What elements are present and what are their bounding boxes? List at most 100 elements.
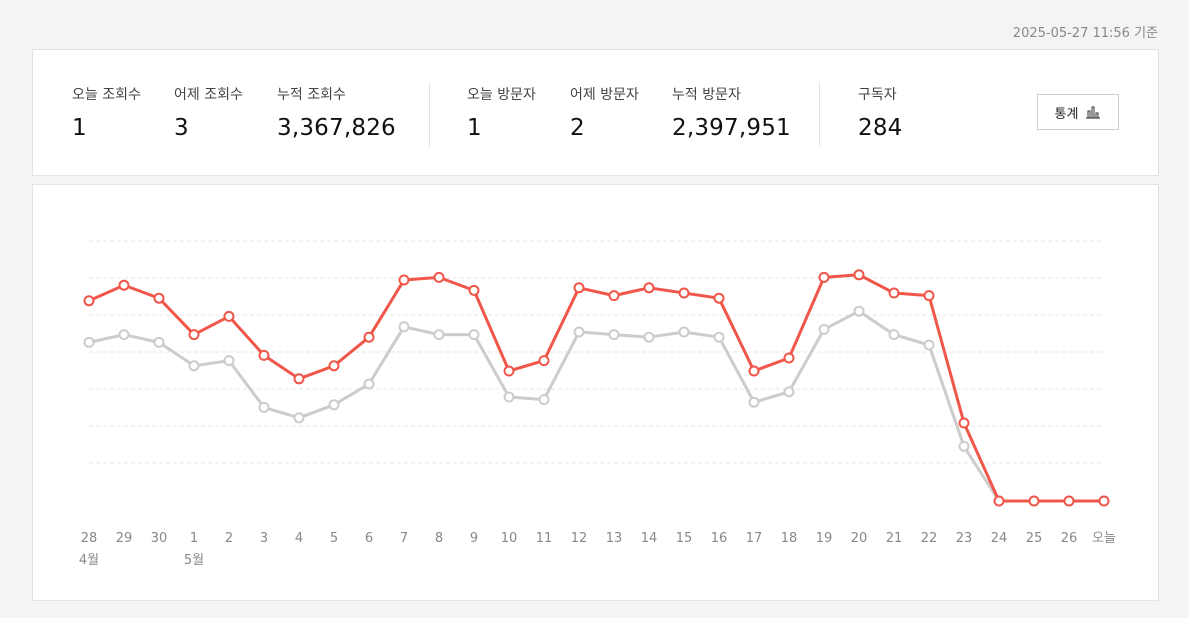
timestamp: 2025-05-27 11:56 기준: [1012, 26, 1158, 41]
x-tick-label: 13: [606, 531, 623, 546]
x-tick-label: 5: [330, 531, 338, 546]
yesterday-visitors-label: 어제 방문자: [570, 87, 639, 103]
month-label: 5월: [184, 553, 204, 568]
visitors-point: [188, 360, 200, 372]
visitors-point: [118, 329, 130, 341]
views-point: [888, 287, 900, 299]
visitors-point: [258, 401, 270, 413]
views-point: [713, 292, 725, 304]
visitors-point: [713, 331, 725, 343]
views-point: [1028, 495, 1040, 507]
x-tick-label: 20: [851, 531, 868, 546]
views-point: [1063, 495, 1075, 507]
x-tick-label: 14: [641, 531, 658, 546]
yesterday-views-stat: 어제 조회수 3: [174, 84, 243, 141]
x-tick-label: 22: [921, 531, 938, 546]
visitors-point: [363, 378, 375, 390]
yesterday-visitors-value: 2: [570, 115, 585, 141]
month-label: 4월: [79, 553, 99, 568]
views-point: [573, 282, 585, 294]
x-tick-label: 19: [816, 531, 833, 546]
x-tick-label: 7: [400, 531, 408, 546]
total-views-stat: 누적 조회수 3,367,826: [277, 84, 396, 141]
x-tick-label: 18: [781, 531, 798, 546]
views-point: [83, 295, 95, 307]
visitors-point: [958, 440, 970, 452]
views-point: [503, 365, 515, 377]
visitors-point: [853, 305, 865, 317]
stats-divider: [819, 82, 820, 147]
today-views-value: 1: [72, 115, 87, 141]
total-visitors-label: 누적 방문자: [672, 87, 741, 103]
views-point: [958, 417, 970, 429]
statistics-button[interactable]: 통계: [1037, 94, 1119, 130]
views-point: [923, 290, 935, 302]
visitors-point: [783, 386, 795, 398]
visitors-point: [398, 321, 410, 333]
visitors-point: [923, 339, 935, 351]
visitors-point: [538, 394, 550, 406]
visitors-point: [748, 396, 760, 408]
visitors-point: [608, 329, 620, 341]
views-point: [678, 287, 690, 299]
views-point: [293, 373, 305, 385]
x-tick-label: 6: [365, 531, 373, 546]
x-tick-label: 1: [190, 531, 198, 546]
stats-divider: [429, 82, 430, 147]
visitors-point: [888, 329, 900, 341]
x-tick-label: 8: [435, 531, 443, 546]
statistics-button-label: 통계: [1054, 106, 1079, 122]
visitors-point: [503, 391, 515, 403]
views-line: [87, 273, 1106, 503]
traffic-line-chart: 28 29 30 1 2 3 4 5 6 7 8 9 10 11 12 13 14 15 16 17 18 19 20 21 2…: [79, 240, 1116, 568]
visitors-point: [433, 329, 445, 341]
views-point: [783, 352, 795, 364]
x-tick-label: 4: [295, 531, 303, 546]
x-tick-label: 30: [151, 531, 168, 546]
total-views-value: 3,367,826: [277, 115, 396, 141]
views-point: [118, 279, 130, 291]
subscribers-stat: 구독자 284: [858, 84, 903, 141]
x-tick-label: 15: [676, 531, 693, 546]
bar-chart-icon: [1086, 106, 1101, 119]
x-tick-label: 10: [501, 531, 518, 546]
views-point: [188, 329, 200, 341]
subscribers-label: 구독자: [858, 87, 897, 103]
yesterday-views-value: 3: [174, 115, 189, 141]
visitors-point: [818, 323, 830, 335]
x-tick-label: 23: [956, 531, 973, 546]
visitors-point: [83, 336, 95, 348]
stats-summary-card: 오늘 조회수 1 어제 조회수 3 누적 조회수 3,367,826 오늘 방문…: [32, 49, 1159, 176]
views-point: [468, 284, 480, 296]
views-point: [1098, 495, 1110, 507]
visitors-point: [573, 326, 585, 338]
views-point: [398, 274, 410, 286]
total-visitors-value: 2,397,951: [672, 115, 791, 141]
x-tick-label: 오늘: [1092, 531, 1116, 546]
visitors-point: [468, 329, 480, 341]
views-point: [328, 360, 340, 372]
x-tick-label: 12: [571, 531, 588, 546]
visitors-point: [643, 331, 655, 343]
visitors-point: [328, 399, 340, 411]
visitors-point: [678, 326, 690, 338]
x-tick-label: 28: [81, 531, 98, 546]
total-views-label: 누적 조회수: [277, 87, 346, 103]
visitors-point: [223, 355, 235, 367]
views-point: [643, 282, 655, 294]
views-point: [538, 355, 550, 367]
yesterday-visitors-stat: 어제 방문자 2: [570, 84, 639, 141]
visitors-point: [293, 412, 305, 424]
views-point: [258, 349, 270, 361]
x-tick-label: 26: [1061, 531, 1078, 546]
traffic-chart-card: 28 29 30 1 2 3 4 5 6 7 8 9 10 11 12 13 14 15 16 17 18 19 20 21 2…: [32, 184, 1159, 601]
views-point: [363, 331, 375, 343]
today-visitors-value: 1: [467, 115, 482, 141]
x-tick-label: 24: [991, 531, 1008, 546]
subscribers-value: 284: [858, 115, 903, 141]
total-visitors-stat: 누적 방문자 2,397,951: [672, 84, 791, 141]
visitors-line: [87, 309, 1106, 503]
x-tick-label: 21: [886, 531, 903, 546]
views-point: [608, 290, 620, 302]
today-visitors-stat: 오늘 방문자 1: [467, 84, 536, 141]
